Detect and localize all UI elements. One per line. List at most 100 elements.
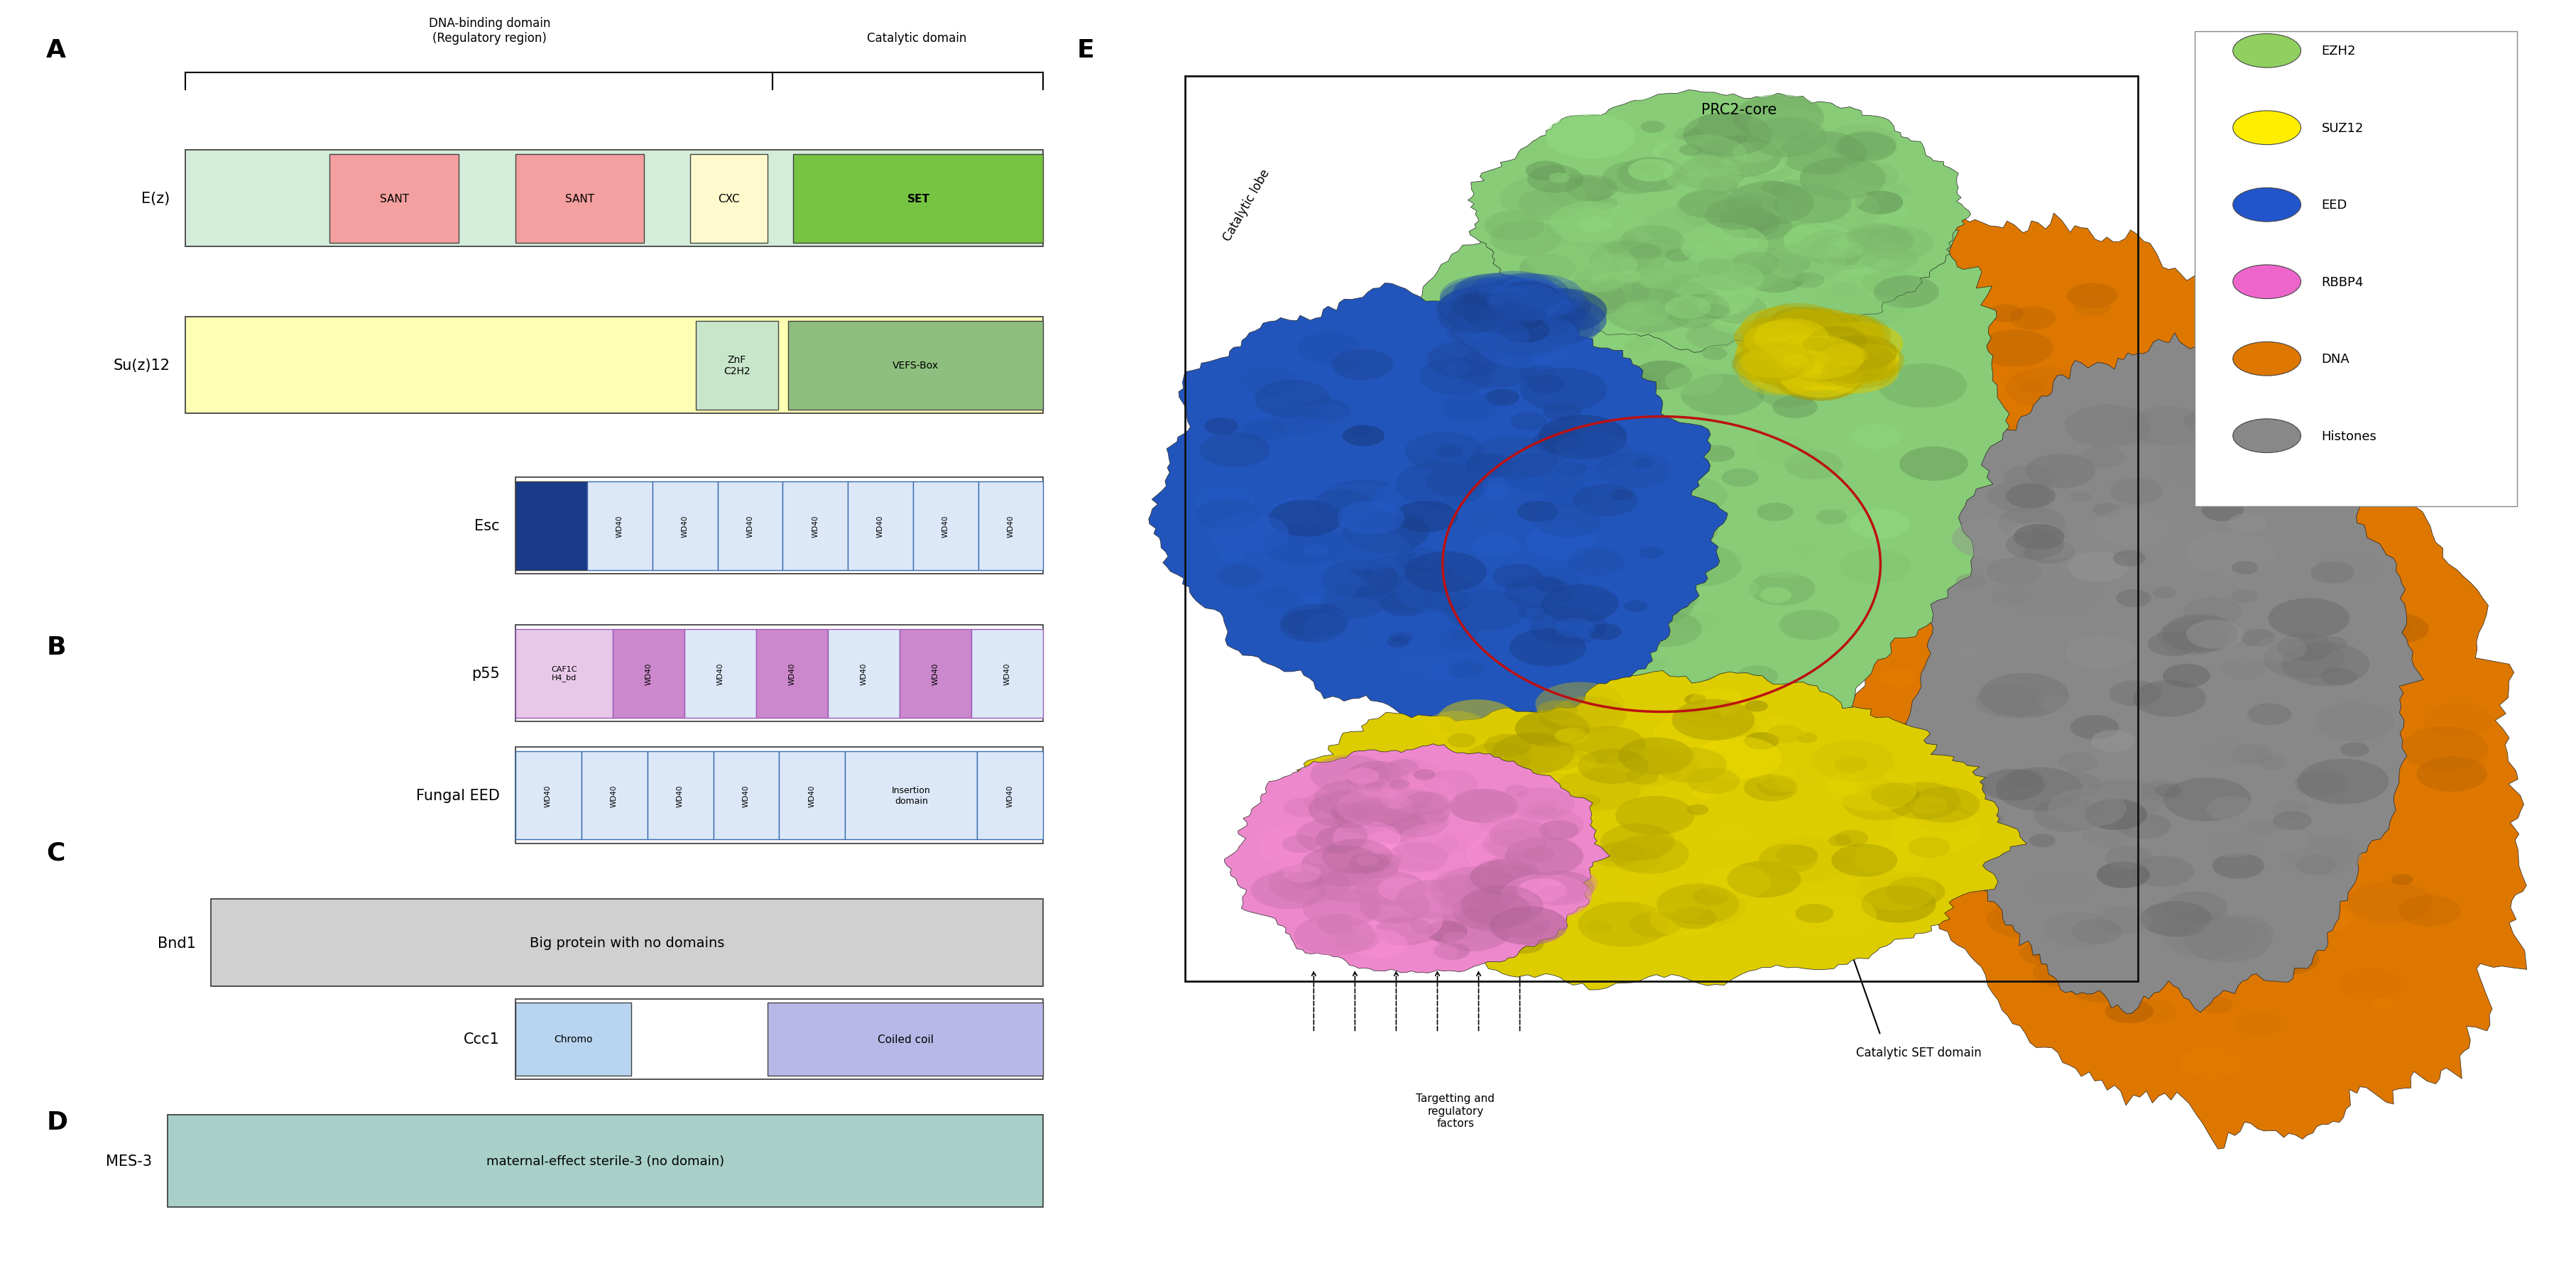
Circle shape (1494, 779, 1540, 802)
Circle shape (1757, 763, 1816, 793)
Circle shape (1548, 280, 1625, 318)
Text: Insertion
domain: Insertion domain (891, 785, 930, 806)
Circle shape (2038, 822, 2099, 853)
Circle shape (1687, 804, 1708, 816)
Circle shape (2218, 591, 2267, 617)
Circle shape (1788, 273, 1811, 285)
Bar (515, 629, 613, 718)
Circle shape (1528, 289, 1571, 310)
Circle shape (1633, 458, 1654, 470)
Circle shape (1425, 661, 1476, 685)
Circle shape (1530, 896, 1566, 913)
Circle shape (2069, 552, 2130, 582)
Circle shape (1347, 842, 1394, 865)
Circle shape (1744, 775, 1798, 802)
Circle shape (1777, 845, 1819, 866)
Circle shape (1466, 336, 1517, 362)
Circle shape (2092, 730, 2136, 752)
Circle shape (1425, 816, 1476, 842)
Circle shape (1484, 813, 1564, 853)
Circle shape (1803, 322, 1888, 364)
Circle shape (1700, 304, 1731, 319)
Circle shape (1522, 291, 1548, 303)
Circle shape (1847, 223, 1909, 254)
Text: EZH2: EZH2 (2321, 45, 2357, 58)
Circle shape (1953, 518, 2032, 559)
Circle shape (1352, 865, 1378, 876)
Circle shape (1365, 781, 1386, 793)
Circle shape (1834, 556, 1893, 585)
Circle shape (1788, 893, 1878, 938)
Circle shape (1358, 767, 1432, 804)
Circle shape (1574, 825, 1597, 837)
Circle shape (2311, 905, 2339, 917)
Circle shape (1448, 734, 1476, 748)
Circle shape (1759, 310, 1842, 352)
Circle shape (2311, 562, 2354, 584)
Circle shape (1301, 399, 1350, 423)
Circle shape (1522, 308, 1558, 327)
Circle shape (1618, 875, 1656, 894)
Circle shape (1463, 743, 1533, 776)
Circle shape (1749, 336, 1795, 359)
Circle shape (1293, 449, 1324, 466)
Bar (515, 481, 587, 570)
Circle shape (1736, 343, 1816, 381)
Circle shape (2133, 680, 2205, 717)
Circle shape (2107, 503, 2182, 540)
Circle shape (1839, 344, 1899, 375)
Circle shape (1303, 594, 1327, 604)
Circle shape (1744, 327, 1801, 357)
Circle shape (1479, 812, 1525, 835)
Circle shape (1736, 352, 1801, 384)
Circle shape (1455, 308, 1543, 352)
Circle shape (1754, 330, 1790, 348)
Circle shape (1747, 353, 1788, 375)
Circle shape (1579, 534, 1620, 556)
Circle shape (2223, 416, 2282, 446)
Bar (714, 751, 778, 839)
Circle shape (1396, 822, 1481, 865)
Circle shape (2043, 581, 2092, 606)
Circle shape (2164, 892, 2228, 924)
Circle shape (1814, 345, 1888, 381)
Circle shape (1649, 251, 1708, 281)
Circle shape (1394, 574, 1432, 593)
Circle shape (2218, 590, 2300, 631)
Circle shape (1765, 349, 1842, 387)
Circle shape (1592, 198, 1618, 210)
Circle shape (1334, 804, 1396, 834)
Polygon shape (1275, 671, 2027, 990)
Circle shape (1440, 884, 1528, 928)
Circle shape (1517, 606, 1548, 620)
Circle shape (1489, 273, 1569, 313)
Bar (515, 751, 582, 839)
Circle shape (1623, 337, 1654, 352)
Circle shape (1803, 182, 1834, 196)
Circle shape (1466, 863, 1535, 899)
Circle shape (2136, 520, 2223, 563)
Circle shape (1376, 916, 1435, 946)
Circle shape (1777, 336, 1865, 380)
Circle shape (1383, 879, 1453, 915)
Circle shape (1435, 445, 1463, 458)
Circle shape (1602, 581, 1695, 626)
Bar (515, 479, 1043, 575)
Circle shape (2110, 479, 2164, 504)
Circle shape (2081, 446, 2125, 468)
Circle shape (2277, 826, 2300, 838)
Circle shape (2020, 940, 2069, 965)
Circle shape (2058, 752, 2097, 772)
Circle shape (1759, 844, 1819, 874)
Circle shape (1520, 368, 1607, 412)
Circle shape (1522, 543, 1582, 572)
Circle shape (1461, 313, 1528, 348)
Circle shape (1569, 517, 1597, 531)
Circle shape (1553, 769, 1641, 811)
Circle shape (2110, 680, 2161, 707)
Circle shape (1850, 331, 1873, 343)
Circle shape (2285, 466, 2321, 484)
Circle shape (1450, 789, 1517, 824)
Circle shape (1486, 290, 1553, 325)
Circle shape (1528, 300, 1584, 330)
